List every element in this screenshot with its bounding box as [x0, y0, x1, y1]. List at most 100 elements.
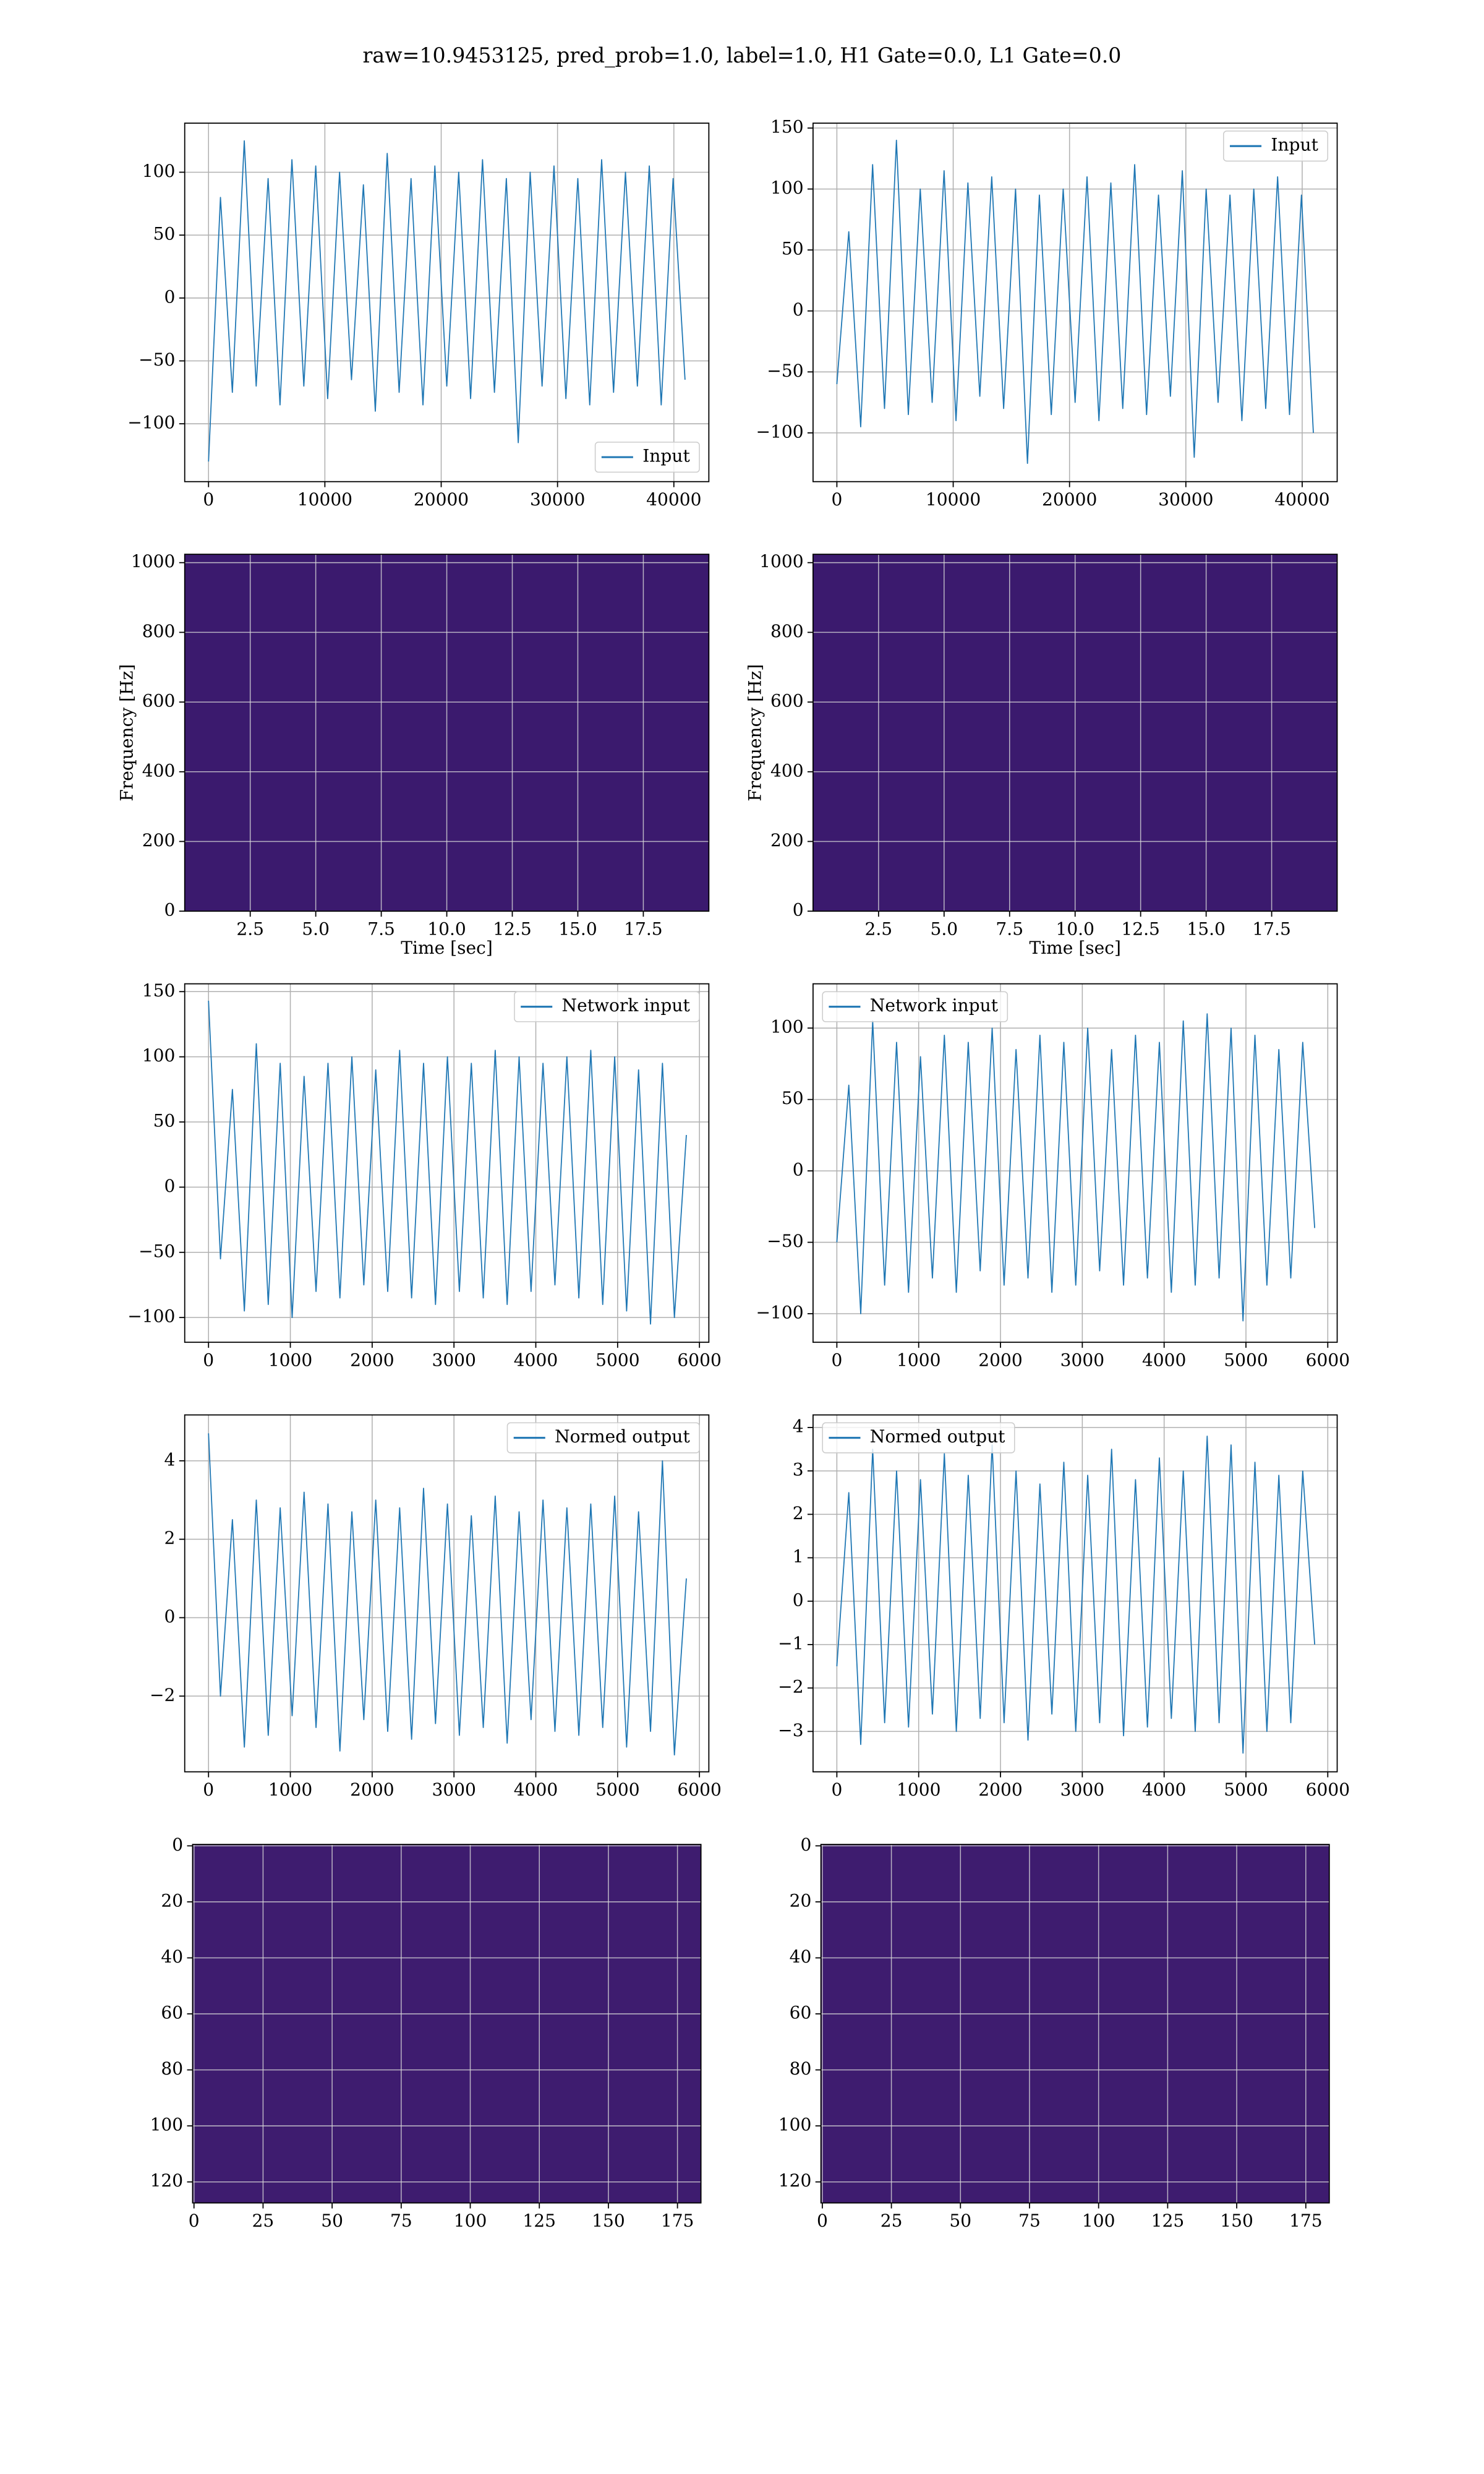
- y-tick-label: −2: [778, 1677, 803, 1697]
- legend-box: [1223, 131, 1328, 162]
- x-tick-label: 4000: [514, 1779, 558, 1800]
- x-tick-label: 1000: [268, 1350, 312, 1370]
- x-tick-label: 0: [203, 489, 214, 510]
- y-tick-label: 100: [770, 1017, 804, 1037]
- x-tick-label: 125: [522, 2211, 556, 2231]
- x-tick-label: 10000: [297, 489, 352, 510]
- x-tick-label: 15.0: [1187, 918, 1226, 939]
- x-tick-label: 7.5: [367, 918, 395, 939]
- y-tick-label: 0: [164, 1176, 176, 1196]
- x-tick-label: 40000: [646, 489, 701, 510]
- legend: Normed output: [822, 1422, 1015, 1453]
- y-tick-label: 150: [770, 117, 804, 137]
- subplot: 2.5 5.0 7.5 10.0 12.5 15.0 17.5 0 200 400 600 800 10…: [744, 551, 1338, 958]
- x-tick-label: 3000: [1060, 1779, 1104, 1800]
- x-tick-label: 17.5: [624, 918, 663, 939]
- x-tick-label: 4000: [1142, 1350, 1186, 1370]
- x-tick-label: 6000: [677, 1779, 721, 1800]
- y-tick-label: 1000: [759, 551, 803, 571]
- x-tick-label: 0: [831, 489, 842, 510]
- x-tick-label: 0: [831, 1350, 842, 1370]
- x-tick-label: 0: [817, 2211, 828, 2231]
- y-tick-label: 150: [142, 980, 176, 1001]
- y-tick-label: 100: [142, 161, 176, 181]
- x-tick-label: 3000: [432, 1350, 475, 1370]
- axes-frame: [184, 983, 710, 1343]
- axes-frame: [184, 122, 710, 482]
- legend-box: [822, 1422, 1015, 1453]
- x-tick-label: 3000: [432, 1779, 475, 1800]
- legend-box: [514, 991, 700, 1022]
- x-tick-label: 15.0: [558, 918, 597, 939]
- y-tick-label: 600: [142, 691, 176, 711]
- legend-label: Network input: [870, 995, 999, 1016]
- y-tick-label: 2: [793, 1503, 804, 1523]
- y-tick-label: −100: [756, 1303, 803, 1323]
- x-tick-label: 100: [1082, 2211, 1115, 2231]
- y-tick-label: 80: [790, 2058, 812, 2079]
- heatmap-image: [192, 1844, 701, 2203]
- series-line: [208, 1000, 687, 1325]
- y-axis-label: Frequency [Hz]: [116, 664, 137, 802]
- y-tick-label: 0: [164, 286, 176, 307]
- x-tick-label: 5.0: [930, 918, 958, 939]
- legend-label: Network input: [562, 995, 691, 1016]
- y-tick-label: 0: [793, 299, 804, 320]
- series-line: [836, 139, 1314, 464]
- x-tick-label: 2000: [350, 1779, 394, 1800]
- x-tick-label: 175: [1289, 2211, 1323, 2231]
- x-tick-label: 5.0: [302, 918, 330, 939]
- y-tick-label: 20: [161, 1890, 183, 1911]
- x-tick-label: 5000: [595, 1350, 639, 1370]
- x-tick-label: 20000: [1042, 489, 1097, 510]
- subplot: 0 1000 2000 3000 4000 5000 6000 −3 −2 −1 0 1 2 3 4 Norm…: [778, 1414, 1350, 1800]
- x-tick-label: 100: [454, 2211, 487, 2231]
- y-tick-label: 50: [782, 1088, 804, 1108]
- x-tick-label: 5000: [595, 1779, 639, 1800]
- y-tick-label: 50: [153, 224, 176, 244]
- x-tick-label: 4000: [514, 1350, 558, 1370]
- x-tick-label: 6000: [1306, 1779, 1350, 1800]
- axes-frame: [812, 1414, 1338, 1773]
- x-tick-label: 150: [592, 2211, 625, 2231]
- legend: Input: [1223, 131, 1328, 162]
- x-tick-label: 40000: [1274, 489, 1329, 510]
- legend-box: [506, 1422, 700, 1453]
- x-tick-label: 50: [949, 2211, 971, 2231]
- x-axis-label: Time [sec]: [1029, 938, 1121, 958]
- legend-box: [594, 442, 700, 473]
- subplot: 0 25 50 75 100 125 150 175 0 20 40 60 80 100 120: [150, 1834, 702, 2231]
- legend: Network input: [514, 991, 700, 1022]
- y-tick-label: 0: [793, 1590, 804, 1610]
- legend: Network input: [822, 991, 1009, 1022]
- y-tick-label: −50: [139, 1241, 175, 1261]
- legend-label: Input: [642, 446, 690, 466]
- subplot: 0 1000 2000 3000 4000 5000 6000 −2 0 2 4 Normed out…: [150, 1414, 722, 1800]
- legend-label: Normed output: [870, 1426, 1005, 1447]
- subplot: 0 1000 2000 3000 4000 5000 6000 −100 −50 0 50 100 Ne…: [756, 983, 1350, 1370]
- subplot: 2.5 5.0 7.5 10.0 12.5 15.0 17.5 0 200 400 600 800 10…: [116, 551, 710, 958]
- series-line: [208, 140, 686, 462]
- y-tick-label: 20: [790, 1890, 812, 1911]
- y-tick-label: 1000: [131, 551, 175, 571]
- x-tick-label: 12.5: [1121, 918, 1160, 939]
- legend-label: Input: [1271, 135, 1318, 155]
- y-tick-label: 100: [150, 2115, 184, 2135]
- y-tick-label: 50: [153, 1111, 176, 1131]
- y-tick-label: 0: [164, 900, 176, 920]
- y-tick-label: 120: [150, 2170, 184, 2191]
- y-tick-label: 80: [161, 2058, 183, 2079]
- axes-frame: [192, 1844, 702, 2204]
- y-axis-label: Frequency [Hz]: [744, 664, 765, 802]
- y-tick-label: −100: [127, 1306, 175, 1327]
- x-tick-label: 3000: [1060, 1350, 1104, 1370]
- y-tick-label: 100: [778, 2115, 812, 2135]
- y-tick-label: 400: [142, 760, 176, 781]
- x-tick-label: 25: [252, 2211, 275, 2231]
- y-tick-label: 0: [800, 1834, 811, 1855]
- x-tick-label: 6000: [1306, 1350, 1350, 1370]
- y-tick-label: −100: [127, 413, 175, 433]
- x-tick-label: 2.5: [865, 918, 893, 939]
- y-tick-label: 800: [142, 621, 176, 641]
- x-tick-label: 125: [1151, 2211, 1185, 2231]
